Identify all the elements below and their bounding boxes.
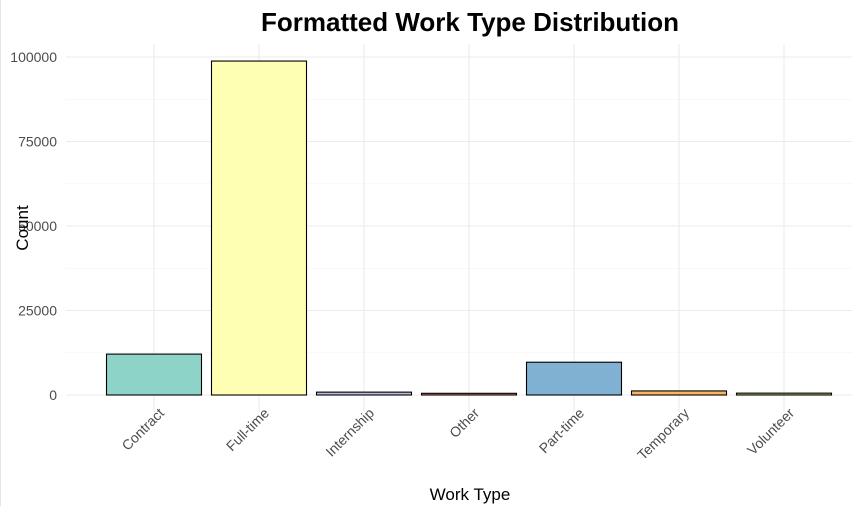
y-tick-label: 50000 bbox=[18, 218, 57, 234]
left-edge-line bbox=[0, 0, 1, 506]
bar-volunteer bbox=[735, 392, 833, 396]
x-tick-label: Other bbox=[446, 405, 482, 441]
y-tick-label: 25000 bbox=[18, 303, 57, 319]
y-tick-label: 100000 bbox=[10, 49, 57, 65]
bars bbox=[105, 60, 833, 396]
x-tick-label: Temporary bbox=[634, 405, 692, 463]
bar-full-time bbox=[210, 60, 308, 396]
x-tick-label: Full-time bbox=[223, 405, 272, 454]
bar-internship bbox=[315, 391, 413, 396]
y-axis-title: Count bbox=[13, 205, 32, 251]
chart-title: Formatted Work Type Distribution bbox=[261, 7, 679, 37]
bar-temporary bbox=[630, 390, 728, 396]
x-tick-label: Internship bbox=[322, 405, 377, 460]
x-tick-label: Contract bbox=[118, 405, 167, 454]
x-tick-label: Part-time bbox=[536, 405, 588, 457]
x-tick-labels: Contract Full-time Internship Other Part-tim… bbox=[118, 405, 797, 463]
bar-other bbox=[420, 392, 518, 396]
x-axis-title: Work Type bbox=[430, 485, 511, 504]
x-tick-label: Volunteer bbox=[744, 405, 797, 458]
bar-contract bbox=[105, 353, 203, 396]
y-tick-label: 75000 bbox=[18, 134, 57, 150]
y-tick-label: 0 bbox=[49, 387, 57, 403]
y-tick-labels: 0 25000 50000 75000 100000 bbox=[10, 49, 57, 403]
bar-part-time bbox=[525, 361, 623, 396]
